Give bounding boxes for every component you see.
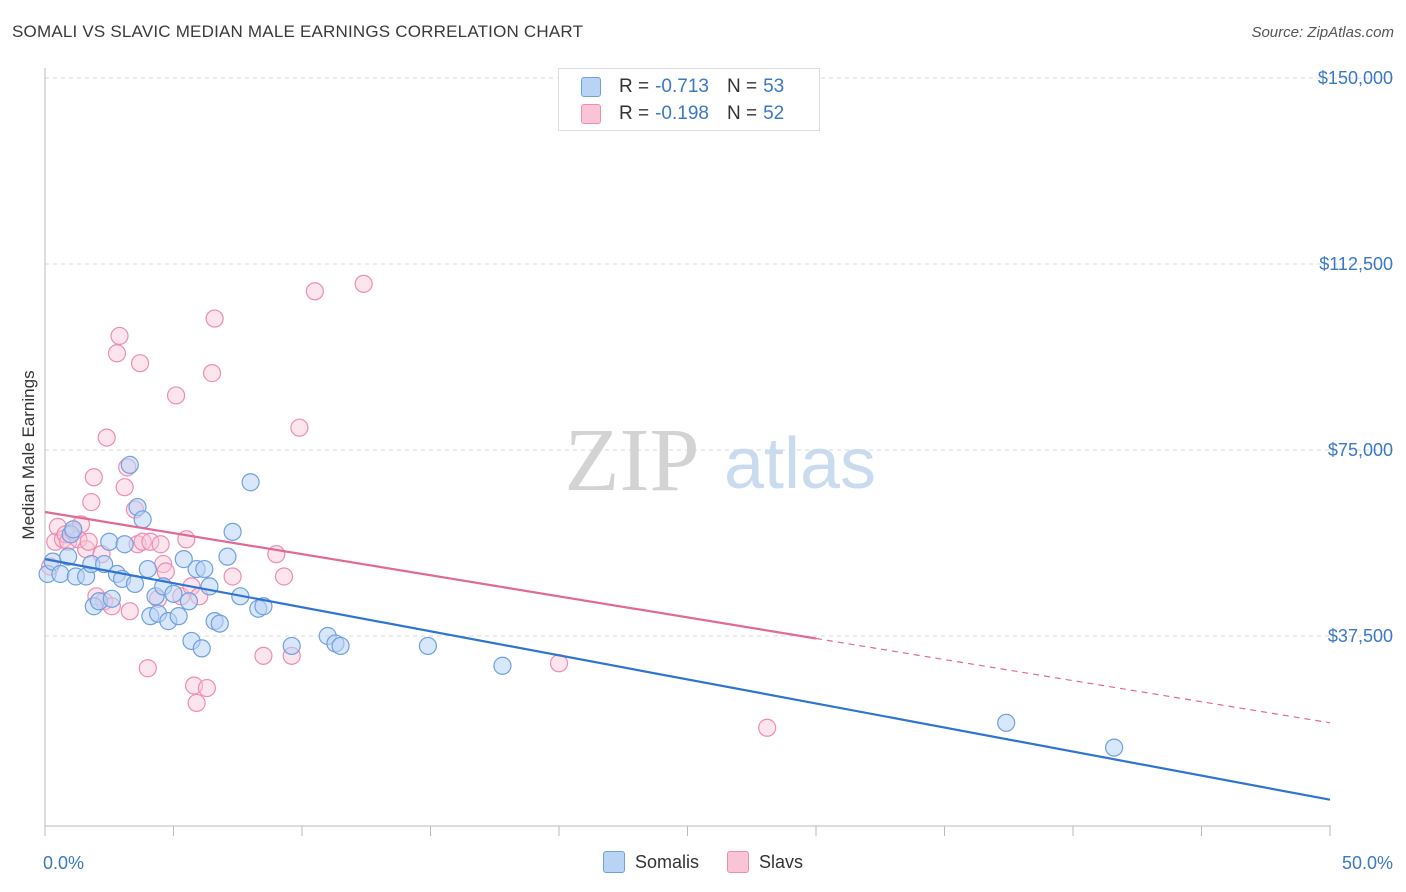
slav-point: [156, 562, 175, 581]
slav-point: [166, 386, 186, 405]
slav-point: [197, 678, 217, 698]
somali-point: [133, 510, 152, 529]
source-label: Source: ZipAtlas.com: [1251, 24, 1394, 41]
y-axis-label: Median Male Earnings: [19, 370, 38, 539]
legend-n-value: 52: [763, 103, 785, 124]
somali-point: [164, 584, 183, 603]
slav-point: [354, 274, 373, 293]
somali-point: [282, 636, 301, 656]
legend-row-somalis: R = -0.713 N = 53: [581, 75, 784, 99]
somali-point: [64, 520, 83, 539]
legend-row-slavs: R = -0.198 N = 52: [581, 102, 784, 126]
slav-point: [274, 567, 294, 586]
slav-point: [254, 646, 273, 665]
slav-point: [151, 535, 170, 554]
slav-point: [133, 532, 152, 551]
somali-point: [200, 577, 219, 596]
slav-point: [84, 468, 103, 487]
somali-point: [169, 607, 188, 626]
slav-point: [82, 492, 101, 512]
slav-point: [130, 354, 150, 373]
slav-point: [138, 659, 157, 678]
x-tick-label: 0.0%: [43, 853, 84, 873]
slav-point: [205, 309, 224, 328]
bottom-legend-somalis: Somalis: [602, 851, 699, 873]
somali-point: [1105, 738, 1124, 757]
somali-point: [120, 455, 139, 474]
somali-point: [51, 564, 70, 584]
bottom-legend-swatch-slavs: [727, 851, 749, 873]
slav-point: [120, 602, 139, 621]
slav-point: [202, 364, 222, 383]
slav-point: [758, 718, 777, 737]
somali-point: [254, 597, 273, 616]
legend-r-value: -0.713: [655, 76, 709, 97]
somali-point: [218, 547, 237, 566]
tick-labels: $37,500 $75,000 $112,500 $150,000 0.0% 50.0%: [43, 68, 1393, 873]
somali-point: [223, 522, 242, 541]
legend-swatch-slavs: [581, 104, 601, 124]
chart-title: SOMALI VS SLAVIC MEDIAN MALE EARNINGS CO…: [12, 22, 584, 41]
trend-line-slavs: [44, 510, 817, 640]
bottom-legend-label-somalis: Somalis: [634, 851, 699, 872]
series-somalis-points: [38, 455, 1124, 757]
somali-point: [418, 636, 438, 656]
y-tick-label: $37,500: [1328, 626, 1393, 646]
bottom-legend-swatch-somalis: [602, 851, 625, 873]
slav-point: [223, 567, 242, 586]
somali-point: [138, 559, 157, 579]
somali-point: [179, 592, 199, 611]
bottom-legend-slavs: Slavs: [727, 851, 803, 873]
legend: R = -0.713 N = 53 R = -0.198 N = 52: [558, 68, 820, 131]
somali-point: [997, 713, 1016, 732]
somali-point: [115, 535, 134, 554]
bottom-legend-label-slavs: Slavs: [759, 851, 804, 872]
somali-point: [192, 639, 211, 658]
somali-point: [493, 656, 512, 675]
legend-r-label: R =: [619, 103, 650, 124]
slav-point: [305, 282, 324, 301]
slav-point: [79, 532, 98, 551]
trend-lines: [44, 510, 1331, 801]
trend-line-extension-slavs: [815, 637, 1331, 724]
y-tick-label: $112,500: [1319, 254, 1393, 274]
watermark: ZIP atlas: [565, 411, 877, 510]
somali-point: [102, 589, 121, 608]
y-tick-label: $75,000: [1328, 440, 1393, 460]
legend-r-label: R =: [619, 76, 650, 97]
slav-point: [187, 693, 206, 713]
somali-point: [100, 532, 119, 551]
slav-point: [97, 428, 116, 447]
watermark-zip: ZIP: [565, 411, 700, 510]
slav-point: [115, 478, 134, 497]
trend-line-somalis: [44, 558, 1331, 801]
y-tick-label: $150,000: [1318, 68, 1393, 88]
legend-n-label: N =: [726, 76, 758, 97]
axes: [44, 68, 1331, 836]
legend-swatch-somalis: [581, 77, 601, 97]
legend-n-value: 53: [763, 76, 785, 97]
legend-r-value: -0.198: [655, 103, 709, 124]
legend-n-label: N =: [726, 103, 758, 124]
somali-point: [210, 614, 229, 633]
slav-point: [290, 418, 309, 437]
somali-point: [331, 636, 350, 656]
somali-point: [195, 559, 214, 579]
gridlines: [45, 77, 1395, 637]
slav-point: [110, 326, 129, 346]
somali-point: [174, 550, 193, 569]
watermark-atlas: atlas: [724, 424, 876, 504]
x-tick-label: 50.0%: [1342, 853, 1393, 873]
somali-point: [59, 547, 78, 566]
somali-point: [241, 473, 260, 492]
slav-point: [107, 344, 127, 363]
bottom-legend: Somalis Slavs: [0, 851, 1406, 873]
